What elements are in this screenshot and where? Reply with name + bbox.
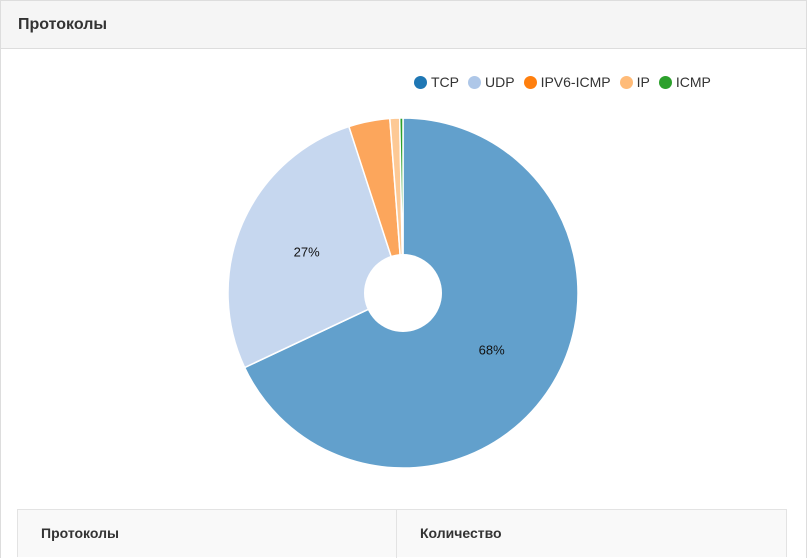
legend-swatch xyxy=(523,75,537,89)
legend-swatch xyxy=(619,75,633,89)
slice-label-udp: 27% xyxy=(294,244,320,259)
slice-label-tcp: 68% xyxy=(479,342,505,357)
legend-swatch xyxy=(658,75,672,89)
pie-slice-icmp[interactable] xyxy=(398,117,404,294)
legend-label: UDP xyxy=(485,74,515,90)
legend-item-ipv6-icmp[interactable]: IPV6-ICMP xyxy=(523,74,611,90)
legend-item-ip[interactable]: IP xyxy=(619,74,650,90)
legend-item-udp[interactable]: UDP xyxy=(468,74,515,90)
pie-slice-udp[interactable] xyxy=(227,125,404,369)
donut-hole xyxy=(364,254,442,332)
legend-swatch xyxy=(468,75,481,89)
column-header-protocols[interactable]: Протоколы xyxy=(18,510,397,558)
legend-label: ICMP xyxy=(675,74,711,90)
legend-label: IP xyxy=(636,74,650,90)
panel-title: Протоколы xyxy=(18,16,108,33)
panel-header: Протоколы xyxy=(1,1,806,49)
protocols-table-header: Протоколы Количество xyxy=(17,509,787,558)
chart-legend: TCP UDP IPV6-ICMP IP ICMP xyxy=(414,73,720,91)
legend-label: IPV6-ICMP xyxy=(540,74,611,90)
legend-item-tcp[interactable]: TCP xyxy=(414,74,459,90)
legend-item-icmp[interactable]: ICMP xyxy=(658,74,711,90)
legend-label: TCP xyxy=(431,74,459,90)
column-header-count[interactable]: Количество xyxy=(420,525,502,541)
legend-swatch xyxy=(414,75,427,89)
